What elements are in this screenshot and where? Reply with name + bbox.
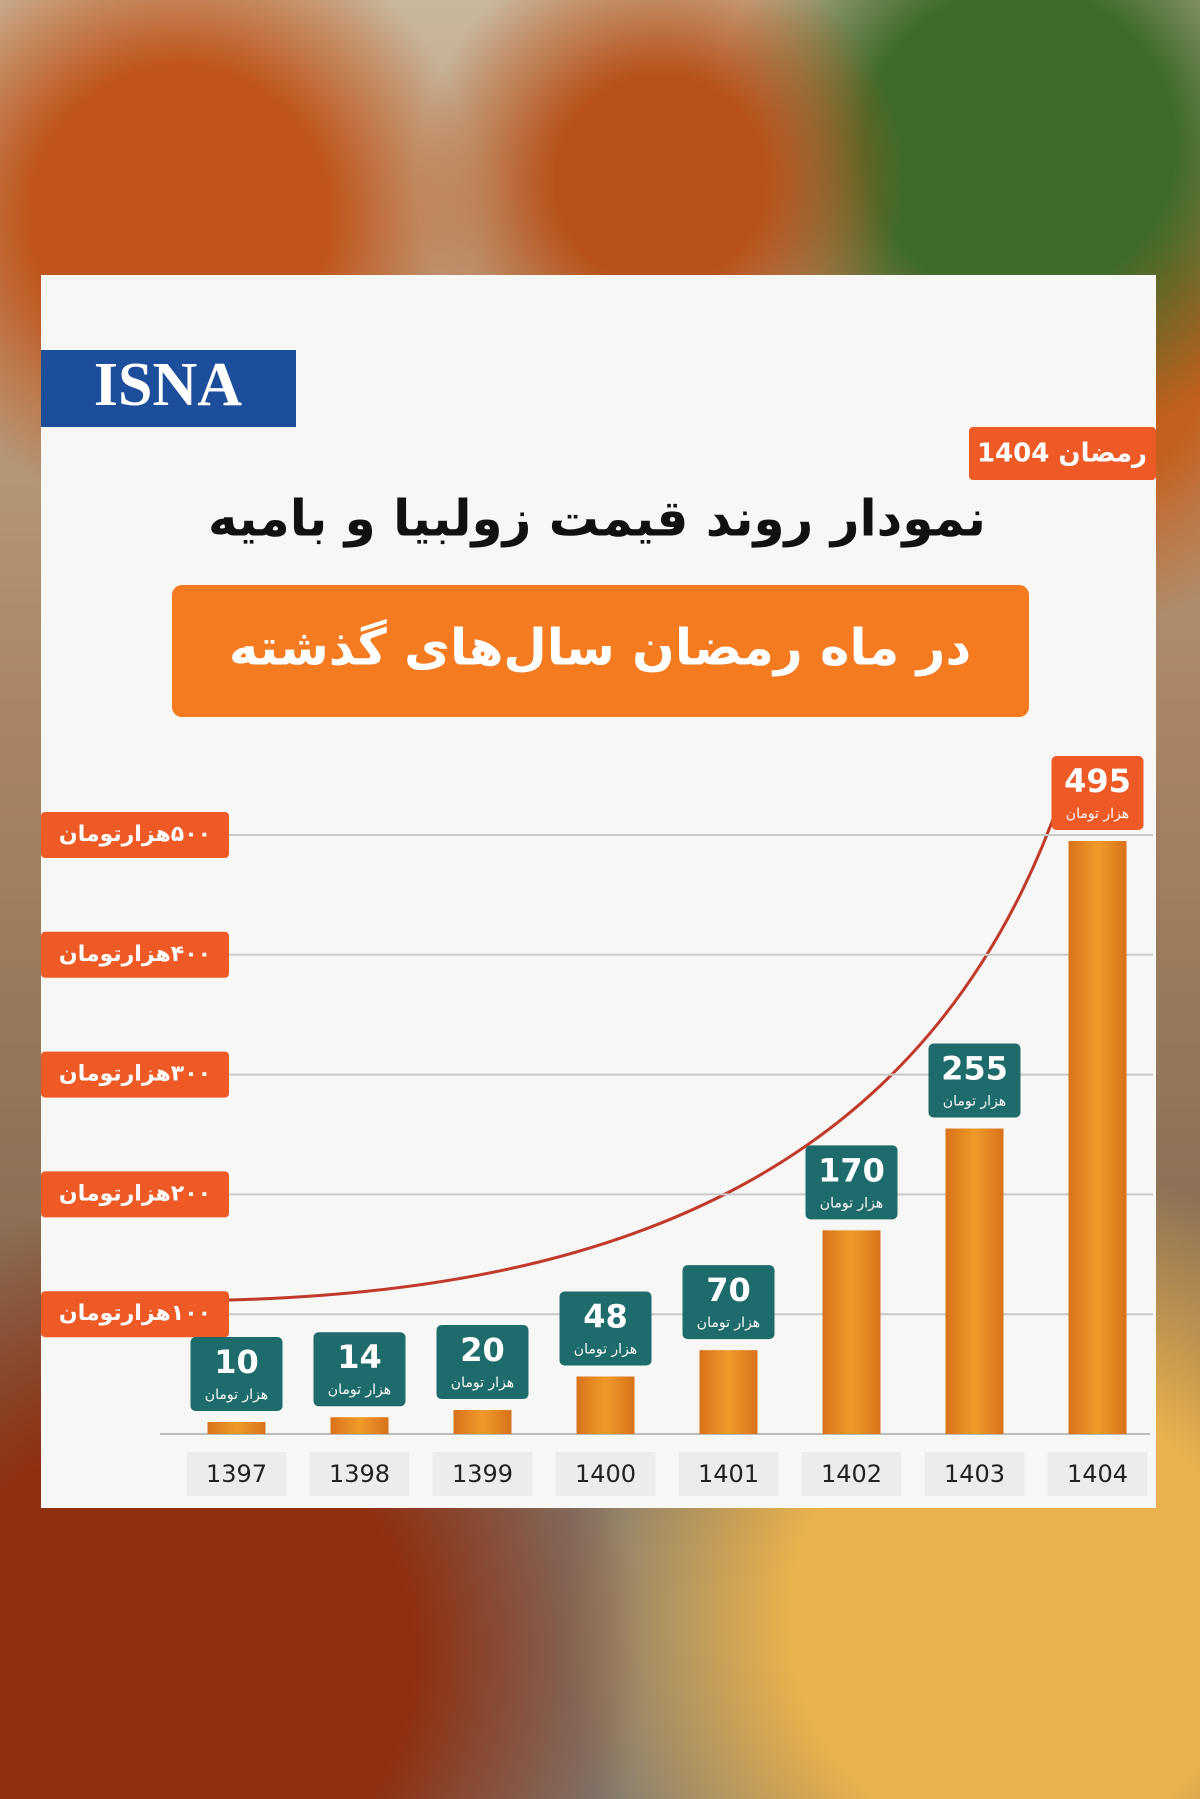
x-tick-label: 1400 bbox=[575, 1460, 636, 1488]
value-label-box bbox=[559, 1291, 652, 1366]
value-label: 70 bbox=[706, 1271, 751, 1309]
value-label: 48 bbox=[583, 1297, 628, 1335]
value-unit: هزار تومان bbox=[451, 1375, 514, 1391]
badge-box bbox=[969, 427, 1156, 480]
value-unit: هزار تومان bbox=[205, 1387, 268, 1403]
bar bbox=[945, 1128, 1004, 1434]
value-label: 495 bbox=[1064, 762, 1131, 800]
bar bbox=[330, 1417, 389, 1434]
bar bbox=[1068, 840, 1127, 1434]
x-tick-box bbox=[1047, 1452, 1148, 1496]
value-unit: هزار تومان bbox=[820, 1195, 883, 1211]
value-unit: هزار تومان bbox=[1066, 806, 1129, 822]
value-unit: هزار تومان bbox=[574, 1341, 637, 1357]
x-tick-label: 1402 bbox=[821, 1460, 882, 1488]
x-tick-box bbox=[555, 1452, 656, 1496]
value-label-box bbox=[1051, 755, 1144, 830]
x-tick-label: 1401 bbox=[698, 1460, 759, 1488]
value-label: 255 bbox=[941, 1050, 1008, 1088]
chart-title: نمودار روند قیمت زولبیا و بامیه bbox=[208, 490, 986, 549]
value-label: 14 bbox=[337, 1338, 382, 1376]
value-label-box bbox=[436, 1325, 529, 1400]
x-tick-box bbox=[801, 1452, 902, 1496]
value-label: 10 bbox=[214, 1343, 259, 1381]
y-tick-box bbox=[41, 1051, 229, 1098]
y-tick-label: ۲۰۰هزارتومان bbox=[59, 1181, 211, 1206]
y-tick-box bbox=[41, 931, 229, 978]
value-label: 170 bbox=[818, 1151, 885, 1189]
x-tick-box bbox=[432, 1452, 533, 1496]
brand: ISNA bbox=[94, 351, 242, 419]
bar bbox=[576, 1376, 635, 1434]
subtitle-box bbox=[172, 585, 1029, 717]
brand-box bbox=[41, 350, 296, 427]
y-tick-label: ۴۰۰هزارتومان bbox=[59, 942, 211, 967]
x-tick-box bbox=[678, 1452, 779, 1496]
value-unit: هزار تومان bbox=[328, 1382, 391, 1398]
trend-curve bbox=[228, 799, 1062, 1302]
value-unit: هزار تومان bbox=[697, 1315, 760, 1331]
value-unit: هزار تومان bbox=[943, 1094, 1006, 1110]
value-label: 20 bbox=[460, 1331, 505, 1369]
y-tick-label: ۳۰۰هزارتومان bbox=[59, 1062, 211, 1087]
badge: رمضان 1404 bbox=[977, 439, 1147, 469]
x-tick-box bbox=[924, 1452, 1025, 1496]
x-tick-label: 1403 bbox=[944, 1460, 1005, 1488]
value-label-box bbox=[313, 1332, 406, 1407]
bar bbox=[453, 1410, 512, 1434]
value-label-box bbox=[805, 1145, 898, 1220]
y-tick-label: ۵۰۰هزارتومان bbox=[59, 822, 211, 847]
x-tick-box bbox=[186, 1452, 287, 1496]
bar bbox=[699, 1350, 758, 1434]
value-label-box bbox=[682, 1265, 775, 1340]
y-tick-label: ۱۰۰هزارتومان bbox=[59, 1301, 211, 1326]
x-tick-label: 1397 bbox=[206, 1460, 267, 1488]
x-tick-box bbox=[309, 1452, 410, 1496]
bar bbox=[207, 1422, 266, 1434]
y-tick-box bbox=[41, 1171, 229, 1218]
x-tick-label: 1404 bbox=[1067, 1460, 1128, 1488]
value-label-box bbox=[190, 1337, 283, 1412]
chart-subtitle: در ماه رمضان سال‌های گذشته bbox=[229, 619, 971, 677]
value-label-box bbox=[928, 1043, 1021, 1118]
x-tick-label: 1399 bbox=[452, 1460, 513, 1488]
y-tick-box bbox=[41, 1291, 229, 1338]
bar bbox=[822, 1230, 881, 1434]
x-tick-label: 1398 bbox=[329, 1460, 390, 1488]
y-tick-box bbox=[41, 812, 229, 858]
